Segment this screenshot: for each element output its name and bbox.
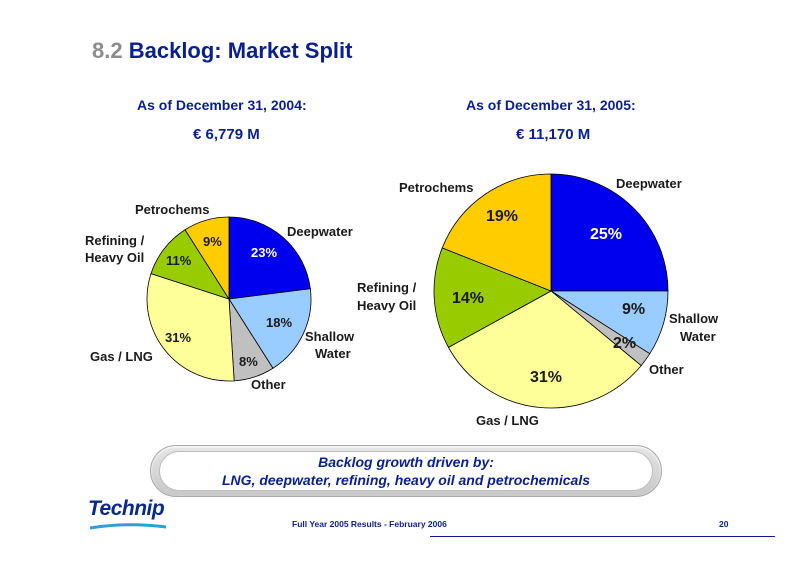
chart1-label-refining-1: Refining / bbox=[85, 233, 145, 248]
chart2-pct-petrochems: 19% bbox=[486, 208, 518, 225]
chart1-pct-shallow: 18% bbox=[266, 315, 292, 330]
chart2-slice-petrochems bbox=[441, 173, 552, 292]
chart1-slice-deepwater bbox=[228, 216, 311, 300]
chart2-label-shallow-2: Water bbox=[680, 329, 716, 344]
chart1-label-gas: Gas / LNG bbox=[90, 349, 153, 364]
summary-banner: Backlog growth driven by: LNG, deepwater… bbox=[150, 445, 662, 497]
chart1-label-deepwater: Deepwater bbox=[287, 224, 353, 239]
chart2-label-refining-1: Refining / bbox=[357, 280, 417, 295]
chart1-label-shallow-2: Water bbox=[315, 346, 351, 361]
chart2-pct-deepwater: 25% bbox=[590, 226, 622, 243]
chart1-slice-petrochems bbox=[184, 216, 230, 301]
chart1-pct-deepwater: 23% bbox=[251, 245, 277, 260]
chart1-slice-shallow-water bbox=[228, 288, 312, 369]
footer-rule bbox=[430, 536, 775, 537]
title-text: Backlog: Market Split bbox=[128, 38, 353, 63]
banner-line-1: Backlog growth driven by: bbox=[318, 454, 494, 470]
chart2-date: As of December 31, 2005: bbox=[466, 97, 636, 113]
chart2-slice-refining-heavy-oil bbox=[433, 247, 552, 348]
chart2-pct-refining: 14% bbox=[452, 290, 484, 307]
chart2-label-shallow-1: Shallow bbox=[669, 311, 719, 326]
summary-banner-inner: Backlog growth driven by: LNG, deepwater… bbox=[159, 451, 653, 491]
chart1-date: As of December 31, 2004: bbox=[137, 97, 307, 113]
chart1-pct-refining: 11% bbox=[166, 253, 192, 268]
chart2-pct-other: 2% bbox=[613, 335, 636, 352]
chart1-total: € 6,779 M bbox=[193, 126, 260, 143]
chart2-slice-gas-lng bbox=[447, 290, 642, 409]
chart1-label-refining-2: Heavy Oil bbox=[85, 250, 144, 265]
banner-line-2: LNG, deepwater, refining, heavy oil and … bbox=[222, 472, 590, 488]
chart2-label-refining-2: Heavy Oil bbox=[357, 298, 416, 313]
chart1-label-petrochems: Petrochems bbox=[135, 202, 209, 217]
page-title: 8.2 Backlog: Market Split bbox=[92, 38, 352, 64]
footer-text: Full Year 2005 Results - February 2006 bbox=[292, 519, 447, 529]
chart1-slice-gas-lng bbox=[146, 273, 235, 382]
chart1-pct-other: 8% bbox=[239, 354, 258, 369]
chart2-label-other: Other bbox=[649, 362, 684, 377]
page-number: 20 bbox=[719, 519, 729, 529]
technip-logo: Technip bbox=[88, 497, 165, 520]
chart2-label-deepwater: Deepwater bbox=[616, 176, 682, 191]
chart1-label-other: Other bbox=[251, 377, 286, 392]
chart2-pct-shallow: 9% bbox=[622, 301, 645, 318]
pie-chart-2005 bbox=[433, 173, 669, 409]
logo-swoosh-icon bbox=[89, 523, 167, 530]
chart2-label-petrochems: Petrochems bbox=[399, 180, 473, 195]
chart2-total: € 11,170 M bbox=[516, 126, 591, 143]
chart2-label-gas: Gas / LNG bbox=[476, 413, 539, 428]
chart1-label-shallow-1: Shallow bbox=[305, 329, 355, 344]
chart2-pct-gas: 31% bbox=[530, 369, 562, 386]
chart2-slice-deepwater bbox=[550, 173, 669, 292]
pie-chart-2004 bbox=[146, 216, 312, 382]
chart1-pct-gas: 31% bbox=[165, 330, 191, 345]
section-number: 8.2 bbox=[92, 38, 123, 63]
chart1-pct-petrochems: 9% bbox=[203, 234, 222, 249]
